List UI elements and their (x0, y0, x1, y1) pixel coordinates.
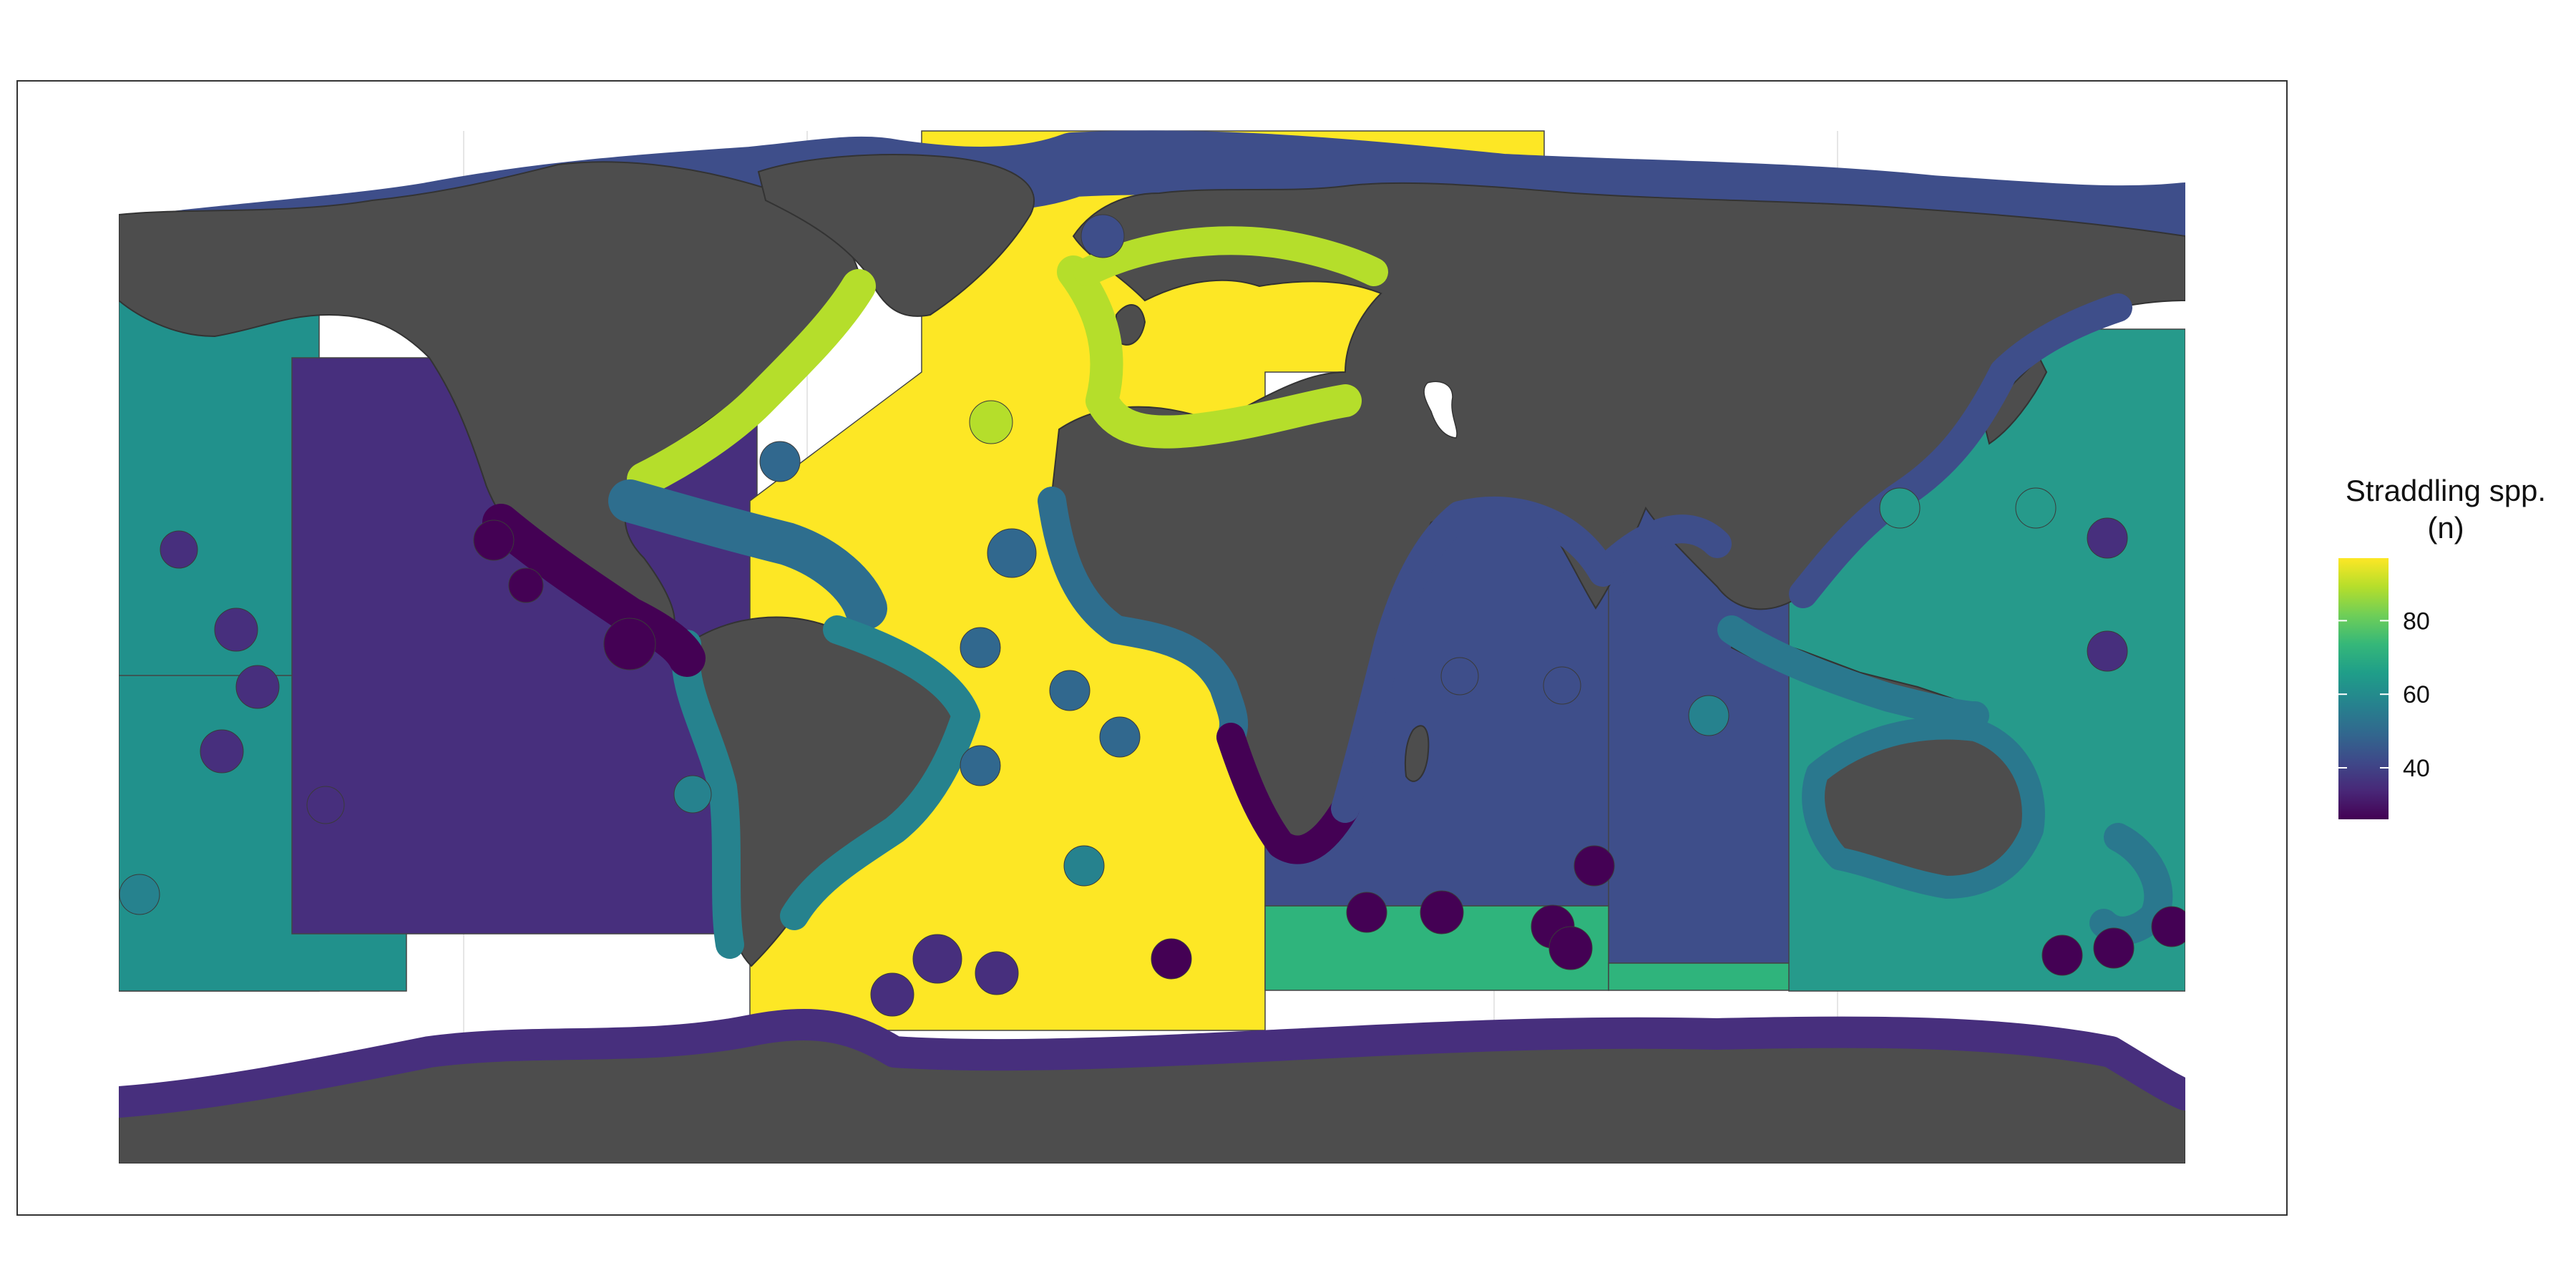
legend-ticks: 40 60 80 (2338, 608, 2430, 782)
island-zone (508, 567, 544, 603)
legend-title-line-1: Straddling spp. (2346, 474, 2546, 507)
coast-antarctic (119, 1008, 2185, 1118)
coast-south-america-west (671, 630, 744, 959)
island-zone (1574, 845, 1615, 887)
legend-tick-label: 80 (2403, 608, 2430, 635)
coast-southwest-africa (1216, 723, 1360, 864)
coast-east-africa-south-asia (1331, 496, 1732, 823)
island-zone (759, 441, 801, 482)
island-zone (912, 934, 962, 984)
island-zone (473, 519, 514, 561)
coast-west-africa (1038, 487, 1249, 751)
island-zone (960, 745, 1001, 786)
legend-tick-label: 60 (2403, 681, 2430, 708)
coast-australia (1802, 716, 2045, 899)
coast-europe-mediterranean (1057, 255, 1362, 449)
island-zone (1080, 214, 1125, 258)
island-zone (1440, 657, 1479, 696)
island-zone (200, 729, 244, 774)
island-zone (306, 786, 345, 824)
land-uk (1116, 304, 1146, 346)
island-zone (2087, 630, 2128, 672)
island-zone (1346, 892, 1387, 933)
island-zone (2151, 906, 2185, 947)
coast-southeast-asia (1717, 615, 1989, 730)
coast-east-asia (1789, 293, 2132, 608)
island-zone (975, 951, 1019, 995)
coast-central-america-pacific (482, 504, 706, 677)
legend-tick-label: 40 (2403, 755, 2430, 782)
island-zone (235, 665, 280, 709)
island-zone (2015, 487, 2057, 529)
island-zone (2041, 935, 2083, 976)
island-zone (1879, 487, 1921, 529)
island-zone (2087, 517, 2128, 559)
island-zone (1548, 926, 1593, 970)
island-zone (673, 775, 712, 814)
coast-south-america-east (780, 615, 980, 930)
island-zone (987, 528, 1037, 578)
caspian-sea (1423, 381, 1458, 439)
coast-north-america-atlantic (627, 269, 876, 497)
island-zone (2093, 927, 2135, 969)
legend-colorbar (2338, 558, 2389, 819)
land-greenland (757, 154, 1035, 317)
coastal-zones (119, 226, 2185, 1118)
island-zone (1099, 716, 1141, 758)
island-zone (969, 400, 1013, 444)
island-zone (160, 530, 198, 569)
island-zone (1420, 890, 1464, 935)
island-zone (1049, 670, 1091, 711)
color-legend: Straddling spp. (n) 40 60 80 (2338, 474, 2546, 819)
coast-caribbean (608, 479, 887, 630)
island-zone (119, 874, 160, 915)
island-zone (1151, 938, 1192, 980)
island-zone (603, 618, 656, 670)
island-zone (870, 972, 914, 1017)
land-madagascar (1404, 725, 1430, 782)
island-zone (1543, 666, 1581, 705)
island-zones (119, 214, 2185, 1017)
island-zone (214, 608, 258, 652)
coast-norway (1073, 226, 1388, 286)
island-zone (1688, 695, 1729, 736)
island-zone (960, 627, 1001, 668)
legend-title-line-2: (n) (2427, 511, 2464, 545)
island-zone (1063, 845, 1105, 887)
